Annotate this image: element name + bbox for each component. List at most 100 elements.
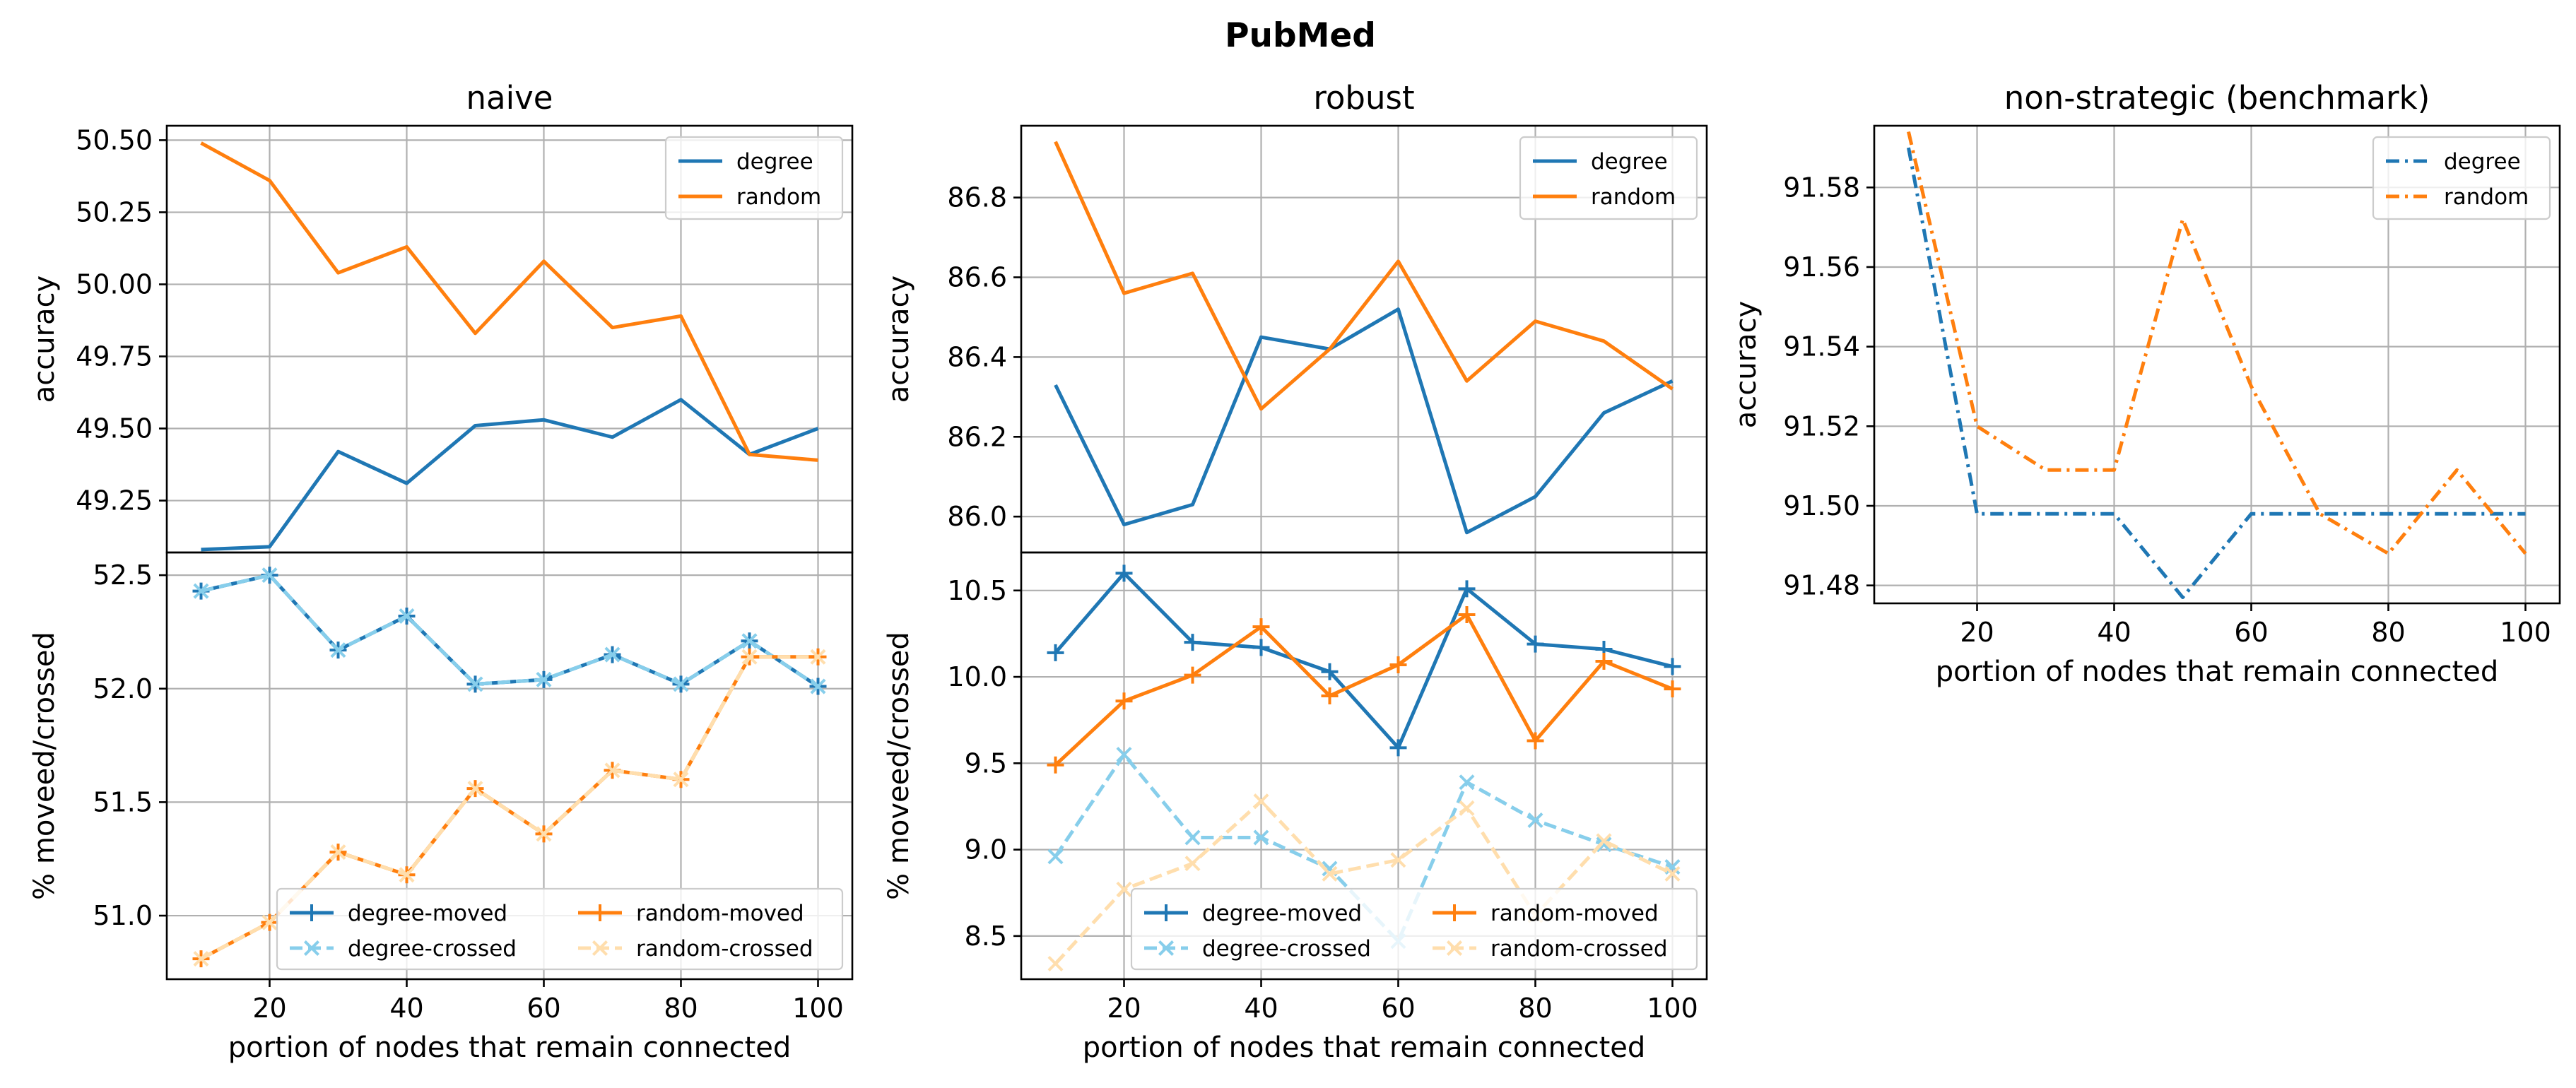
figure-title: PubMed	[1225, 16, 1376, 55]
x-tick-label: 40	[2097, 617, 2131, 648]
legend-label-random: random	[736, 184, 821, 210]
data-point-degree-moved	[1389, 739, 1407, 757]
x-tick-label: 20	[252, 993, 286, 1024]
legend: degree-moved degree-crossed random-moved ra…	[276, 887, 844, 971]
y-tick-label: 49.25	[76, 485, 153, 516]
y-tick-label: 91.48	[1783, 570, 1860, 601]
legend-label-random-crossed: random-crossed	[1490, 936, 1668, 962]
legend-label-degree-moved: degree-moved	[1202, 901, 1362, 926]
data-point-random-crossed	[1664, 865, 1681, 882]
series-line-degree-moved	[200, 573, 819, 688]
data-point-random-crossed	[1596, 833, 1612, 849]
x-tick-label: 60	[1381, 993, 1415, 1024]
data-point-random-moved	[1115, 692, 1133, 710]
legend-marker-degree-crossed	[303, 940, 320, 957]
panel-title: non-strategic (benchmark)	[2004, 79, 2430, 117]
series-line-degree-crossed	[200, 573, 819, 688]
series-line-random	[200, 141, 818, 462]
axes-frame	[165, 551, 854, 981]
data-point-degree-crossed	[399, 608, 415, 624]
legend-label-random-crossed: random-crossed	[636, 936, 813, 962]
legend-box	[276, 887, 844, 971]
legend-marker-degree-moved	[1158, 904, 1175, 921]
y-tick-label: 91.54	[1783, 331, 1860, 362]
legend-marker-random-crossed	[1446, 940, 1463, 957]
y-tick-label: 86.4	[947, 341, 1007, 372]
y-tick-label: 50.00	[76, 268, 153, 300]
legend-label-random-moved: random-moved	[1490, 901, 1659, 926]
x-tick-label: 100	[792, 993, 844, 1024]
series-line-random	[1054, 141, 1674, 411]
data-point-degree-moved	[1458, 580, 1476, 598]
x-tick-label: 80	[664, 993, 698, 1024]
legend-label-degree: degree	[736, 149, 813, 175]
x-tick-label: 100	[2500, 617, 2551, 648]
data-point-degree-crossed	[604, 646, 621, 663]
y-tick-label: 52.0	[93, 673, 153, 704]
panel-title: naive	[466, 79, 553, 117]
x-tick-label: 60	[527, 993, 560, 1024]
series-group	[1907, 131, 2527, 600]
legend-label-degree-crossed: degree-crossed	[1202, 936, 1371, 962]
data-point-random-moved	[1321, 687, 1339, 704]
legend-label-random: random	[2444, 184, 2529, 210]
data-point-random-moved	[1664, 680, 1681, 698]
x-tick-label: 80	[2371, 617, 2405, 648]
panel-naive-top: 49.25 49.50 49.75 50.00 50.25 50.50 naive accur…	[28, 79, 854, 554]
data-point-random-crossed	[741, 649, 758, 665]
series-line-degree	[1907, 147, 2526, 600]
x-axis-label: portion of nodes that remain connected	[1083, 1031, 1646, 1064]
series-line-random-crossed	[1054, 799, 1674, 965]
legend: degree random	[1519, 136, 1698, 220]
legend-box	[664, 136, 844, 220]
y-axis-label: % moveed/crossed	[28, 632, 61, 900]
legend-label-random: random	[1591, 184, 1676, 210]
y-tick-label: 52.5	[93, 560, 153, 591]
legend-marker-random-crossed	[592, 940, 608, 957]
data-point-degree-crossed	[673, 676, 689, 692]
data-point-random-crossed	[399, 867, 415, 883]
data-point-degree-crossed	[1184, 829, 1201, 846]
data-point-degree-crossed	[1527, 812, 1543, 829]
x-tick-label: 40	[1244, 993, 1278, 1024]
data-point-random-moved	[1047, 756, 1064, 774]
y-tick-label: 9.0	[965, 834, 1007, 865]
data-point-degree-crossed	[1253, 829, 1269, 846]
panel-robust-top: 86.0 86.2 86.4 86.6 86.8 robust accuracy degree…	[883, 79, 1708, 554]
data-point-degree-crossed	[330, 642, 346, 658]
x-tick-label: 40	[389, 993, 423, 1024]
data-point-random-crossed	[1322, 865, 1338, 882]
y-tick-label: 10.0	[947, 661, 1007, 692]
data-point-random-crossed	[604, 762, 621, 779]
legend-marker-random-moved	[1446, 904, 1463, 921]
y-axis-label: accuracy	[1730, 301, 1763, 428]
x-tick-label: 100	[1647, 993, 1698, 1024]
data-point-random-crossed	[1390, 852, 1406, 868]
data-point-random-crossed	[536, 826, 552, 842]
x-tick-label: 80	[1518, 993, 1552, 1024]
y-tick-label: 86.6	[947, 262, 1007, 293]
y-tick-label: 91.58	[1783, 172, 1860, 203]
axes-frame	[1873, 124, 2561, 605]
y-tick-label: 91.56	[1783, 252, 1860, 283]
series-group	[200, 141, 819, 552]
data-point-random-crossed	[467, 781, 483, 797]
series-line-degree-moved	[1054, 571, 1674, 750]
series-group	[192, 567, 827, 968]
y-tick-label: 51.5	[93, 786, 153, 817]
y-axis-label: accuracy	[28, 276, 61, 403]
series-group	[1054, 141, 1674, 535]
data-point-degree-crossed	[467, 676, 483, 692]
y-tick-label: 86.0	[947, 501, 1007, 532]
legend-label-degree-crossed: degree-crossed	[348, 936, 517, 962]
series-line-degree	[1054, 307, 1674, 535]
data-point-random-crossed	[193, 951, 209, 967]
axes-frame	[1020, 551, 1708, 981]
data-point-random-crossed	[810, 649, 826, 665]
y-tick-label: 8.5	[965, 921, 1007, 952]
data-point-random-crossed	[673, 771, 689, 788]
chart-panels: 49.25 49.50 49.75 50.00 50.25 50.50 naive accur…	[28, 79, 2561, 1064]
